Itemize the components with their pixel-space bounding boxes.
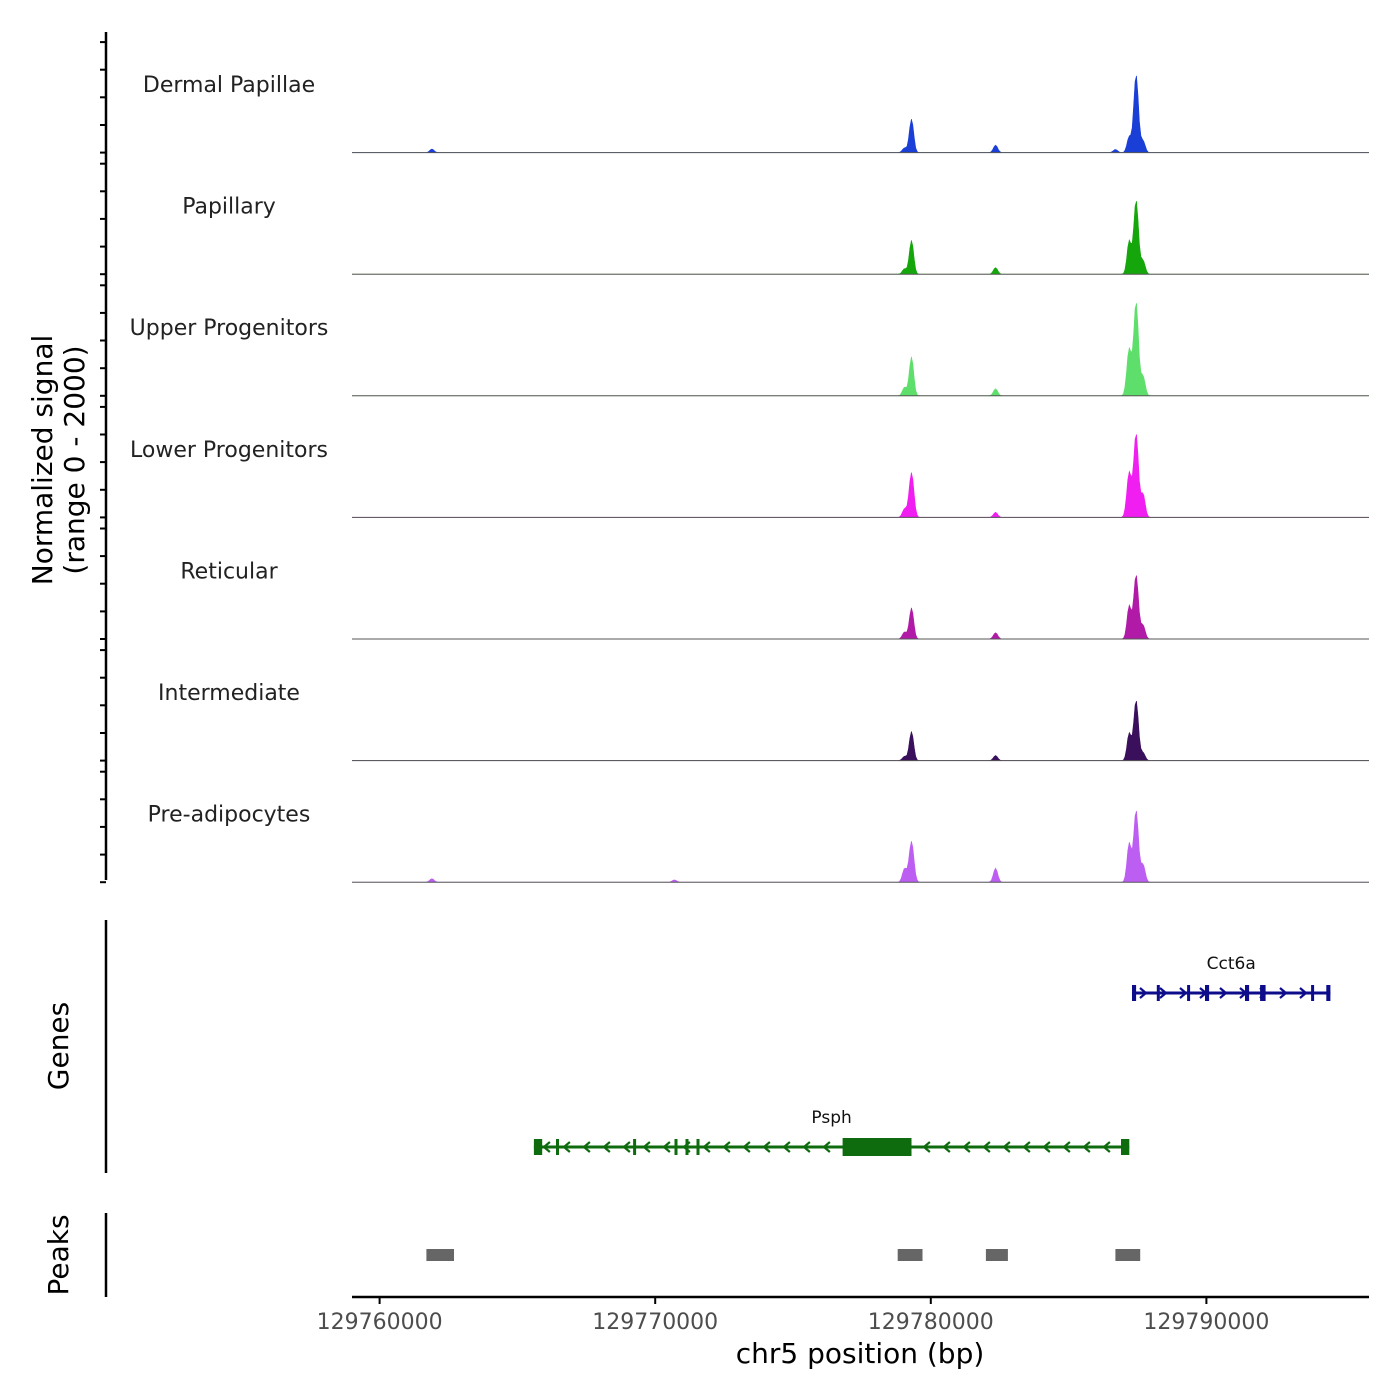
strand-arrow <box>562 1141 571 1153</box>
signal-y-label: Normalized signal <box>26 335 59 586</box>
exon <box>1326 985 1331 1001</box>
strand-arrow <box>662 1141 671 1153</box>
signal-y-ticks <box>100 41 106 884</box>
exon <box>685 1139 689 1155</box>
strand-arrow <box>1102 1141 1111 1153</box>
strand-arrow <box>982 1141 991 1153</box>
track-label: Pre-adipocytes <box>148 803 311 828</box>
x-tick-label: 129790000 <box>1143 1310 1269 1335</box>
x-tick-label: 129780000 <box>868 1310 994 1335</box>
strand-arrow <box>1022 1141 1031 1153</box>
coverage-tracks: Dermal Papillae Papillary Upper Progenitor… <box>130 73 1369 883</box>
strand-arrow <box>1219 987 1228 999</box>
strand-arrow <box>782 1141 791 1153</box>
gene-name-label: Cct6a <box>1207 954 1256 974</box>
strand-arrow <box>1159 987 1168 999</box>
exon <box>533 1139 543 1155</box>
signal-y-label-range: (range 0 - 2000) <box>58 345 91 574</box>
strand-arrow <box>802 1141 811 1153</box>
strand-arrow <box>622 1141 631 1153</box>
strand-arrow <box>962 1141 971 1153</box>
exon <box>1205 985 1210 1001</box>
peak-region <box>1115 1249 1141 1261</box>
exon <box>1311 985 1315 1001</box>
exon <box>1132 985 1137 1001</box>
x-tick-label: 129770000 <box>592 1310 718 1335</box>
genes-label: Genes <box>42 1002 75 1090</box>
coverage-area-5 <box>352 700 1369 761</box>
strand-arrow <box>1299 987 1308 999</box>
track-label: Upper Progenitors <box>130 316 329 341</box>
coverage-area-1 <box>352 201 1369 275</box>
exon <box>1156 985 1160 1001</box>
gene-name-label: Psph <box>811 1108 851 1128</box>
strand-arrow <box>922 1141 931 1153</box>
track-label: Reticular <box>180 559 278 584</box>
strand-arrow <box>542 1141 551 1153</box>
x-tick-label: 129760000 <box>317 1310 443 1335</box>
strand-arrow <box>582 1141 591 1153</box>
track-label: Papillary <box>182 195 276 220</box>
strand-arrow <box>822 1141 831 1153</box>
strand-arrow <box>762 1141 771 1153</box>
exon <box>556 1139 559 1155</box>
x-axis-label: chr5 position (bp) <box>736 1337 985 1370</box>
strand-arrow <box>1082 1141 1091 1153</box>
strand-arrow <box>702 1141 711 1153</box>
exon <box>633 1139 637 1155</box>
track-label: Intermediate <box>158 681 300 706</box>
peak-region <box>426 1249 454 1261</box>
strand-arrow <box>602 1141 611 1153</box>
peaks-label: Peaks <box>42 1214 75 1295</box>
exon <box>1245 985 1250 1001</box>
strand-arrow <box>1279 987 1288 999</box>
coverage-area-3 <box>352 434 1369 518</box>
x-ticks: 129760000 129770000 129780000 129790000 <box>317 1297 1269 1335</box>
exon <box>1121 1139 1130 1155</box>
exon <box>1260 985 1266 1001</box>
gene-annotations: Cct6a Psph <box>533 954 1331 1156</box>
peak-region <box>897 1249 923 1261</box>
strand-arrow <box>1139 987 1148 999</box>
peak-region <box>985 1249 1008 1261</box>
strand-arrow <box>1002 1141 1011 1153</box>
strand-arrow <box>642 1141 651 1153</box>
coverage-area-4 <box>352 575 1369 640</box>
exon <box>674 1139 678 1155</box>
exon <box>696 1139 700 1155</box>
coverage-area-2 <box>352 303 1369 397</box>
coverage-area-0 <box>352 75 1369 153</box>
coverage-area-6 <box>352 810 1369 883</box>
strand-arrow <box>742 1141 751 1153</box>
strand-arrow <box>722 1141 731 1153</box>
peak-regions <box>426 1249 1141 1261</box>
track-label: Lower Progenitors <box>130 438 328 463</box>
track-label: Dermal Papillae <box>143 73 315 98</box>
exon <box>842 1138 912 1156</box>
strand-arrow <box>942 1141 951 1153</box>
strand-arrow <box>1042 1141 1051 1153</box>
exon <box>1187 985 1191 1001</box>
strand-arrow <box>1179 987 1188 999</box>
strand-arrow <box>1062 1141 1071 1153</box>
